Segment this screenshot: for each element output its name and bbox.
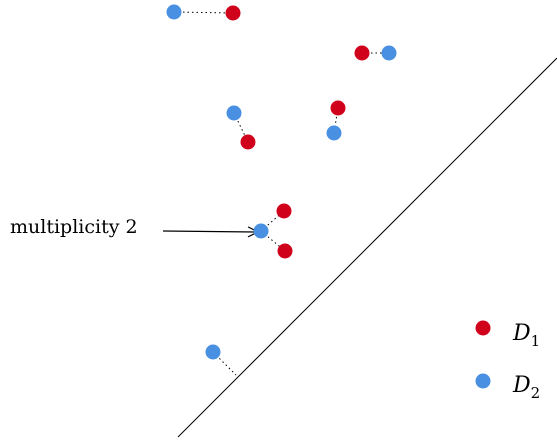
- legend: D1 D2: [475, 320, 540, 402]
- d2-points: [166, 4, 397, 360]
- d1-point: [330, 100, 346, 116]
- d2-point: [205, 344, 221, 360]
- legend-d1-marker: [475, 320, 491, 336]
- d2-point: [381, 45, 397, 61]
- legend-d2-label: D2: [512, 373, 540, 402]
- legend-d2-sub: 2: [531, 384, 541, 402]
- legend-d2-marker: [475, 373, 491, 389]
- legend-d2-base: D: [512, 373, 531, 398]
- d1-point: [276, 203, 292, 219]
- annotation-arrow: [162, 231, 258, 232]
- d2-point: [226, 105, 242, 121]
- legend-d1-sub: 1: [531, 332, 541, 350]
- d1-point: [225, 5, 241, 21]
- d1-point: [354, 45, 370, 61]
- legend-d1-base: D: [512, 321, 531, 346]
- d2-point: [253, 223, 269, 239]
- d1-point: [240, 134, 256, 150]
- d2-point: [166, 4, 182, 20]
- legend-d1-label: D1: [512, 321, 540, 350]
- matching-line: [173, 11, 234, 14]
- diagonal-line: [177, 57, 557, 438]
- d2-point: [326, 125, 342, 141]
- annotation-label: multiplicity 2: [10, 216, 138, 238]
- matching-lines: [173, 11, 389, 376]
- d1-points: [225, 5, 370, 259]
- d1-point: [277, 243, 293, 259]
